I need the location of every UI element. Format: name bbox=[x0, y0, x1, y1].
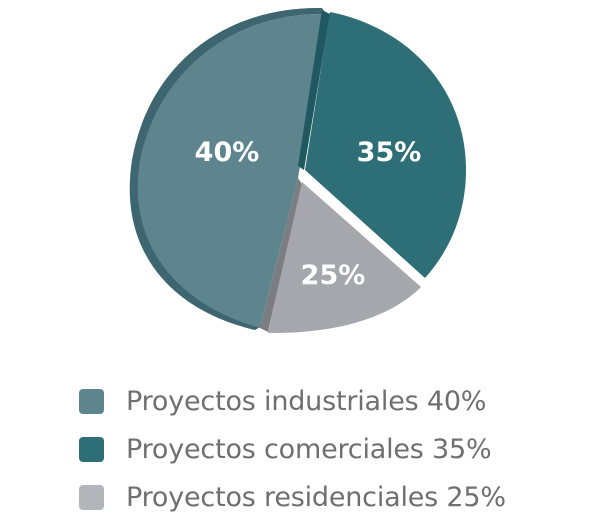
slice-label-comercial: 35% bbox=[357, 137, 422, 168]
legend-swatch-comercial bbox=[79, 436, 104, 462]
pie-slice-residential[interactable] bbox=[268, 182, 421, 334]
pie-slice-industrial[interactable] bbox=[137, 13, 326, 329]
slice-label-residential: 25% bbox=[301, 260, 366, 291]
pie-slice-residential-edge bbox=[260, 178, 302, 332]
pie-slice-comercial-edge bbox=[298, 10, 330, 170]
legend-item-comercial[interactable]: Proyectos comerciales 35% bbox=[79, 425, 506, 473]
legend-swatch-industrial bbox=[79, 388, 104, 414]
pie-slice-comercial[interactable] bbox=[305, 12, 466, 278]
legend-label: Proyectos comerciales 35% bbox=[126, 433, 492, 465]
legend-item-residential[interactable]: Proyectos residenciales 25% bbox=[79, 473, 506, 521]
legend-item-industrial[interactable]: Proyectos industriales 40% bbox=[79, 377, 506, 425]
legend-label: Proyectos industriales 40% bbox=[126, 385, 487, 417]
pie-chart: 40% 35% 25% bbox=[129, 7, 466, 334]
chart-legend: Proyectos industriales 40% Proyectos com… bbox=[79, 377, 506, 521]
slice-label-industrial: 40% bbox=[195, 137, 260, 168]
legend-label: Proyectos residenciales 25% bbox=[126, 481, 506, 513]
legend-swatch-residential bbox=[79, 484, 104, 510]
